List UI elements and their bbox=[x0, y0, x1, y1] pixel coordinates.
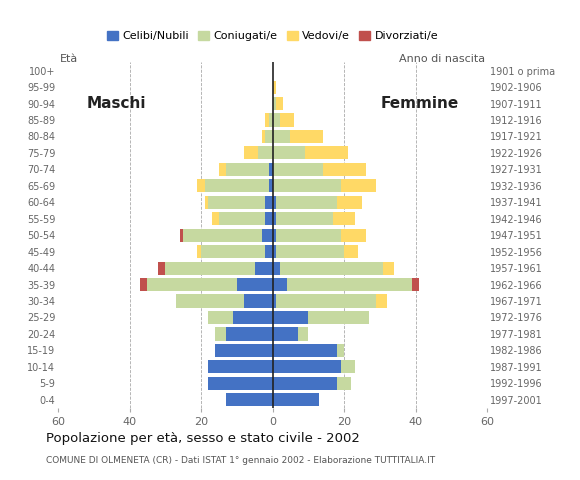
Bar bbox=[158, 262, 165, 275]
Bar bbox=[273, 311, 309, 324]
Bar bbox=[205, 179, 269, 192]
Bar bbox=[273, 327, 298, 340]
Bar bbox=[273, 393, 319, 407]
Bar bbox=[273, 278, 287, 291]
Bar bbox=[180, 228, 183, 242]
Bar bbox=[176, 294, 244, 308]
Bar bbox=[244, 294, 273, 308]
Bar bbox=[376, 294, 387, 308]
Text: Maschi: Maschi bbox=[86, 96, 146, 111]
Bar bbox=[266, 113, 269, 127]
Bar bbox=[269, 113, 273, 127]
Bar bbox=[233, 311, 273, 324]
Text: Età: Età bbox=[60, 54, 78, 64]
Bar bbox=[273, 360, 340, 373]
Bar bbox=[280, 113, 294, 127]
Bar bbox=[273, 294, 276, 308]
Bar bbox=[219, 212, 266, 225]
Bar bbox=[273, 163, 322, 176]
Bar bbox=[344, 245, 358, 258]
Bar bbox=[237, 278, 273, 291]
Bar bbox=[273, 377, 337, 390]
Bar bbox=[273, 228, 276, 242]
Bar bbox=[273, 81, 276, 94]
Bar bbox=[165, 262, 255, 275]
Bar bbox=[198, 245, 201, 258]
Bar bbox=[412, 278, 419, 291]
Text: Popolazione per età, sesso e stato civile - 2002: Popolazione per età, sesso e stato civil… bbox=[46, 432, 360, 445]
Bar bbox=[140, 278, 147, 291]
Bar bbox=[383, 262, 394, 275]
Bar bbox=[255, 262, 273, 275]
Bar bbox=[287, 278, 412, 291]
Bar bbox=[334, 212, 355, 225]
Bar bbox=[337, 196, 362, 209]
Bar bbox=[276, 97, 283, 110]
Bar bbox=[244, 146, 258, 159]
Bar bbox=[276, 228, 340, 242]
Bar bbox=[266, 245, 273, 258]
Bar bbox=[266, 212, 273, 225]
Bar bbox=[266, 130, 273, 143]
Text: COMUNE DI OLMENETA (CR) - Dati ISTAT 1° gennaio 2002 - Elaborazione TUTTITALIA.I: COMUNE DI OLMENETA (CR) - Dati ISTAT 1° … bbox=[46, 456, 436, 465]
Bar bbox=[212, 212, 219, 225]
Bar bbox=[340, 228, 365, 242]
Bar bbox=[258, 146, 273, 159]
Bar bbox=[273, 344, 337, 357]
Bar bbox=[198, 179, 205, 192]
Bar bbox=[219, 163, 226, 176]
Bar bbox=[215, 327, 226, 340]
Bar bbox=[269, 179, 273, 192]
Bar bbox=[147, 278, 237, 291]
Bar bbox=[276, 196, 337, 209]
Bar bbox=[337, 377, 351, 390]
Bar bbox=[208, 196, 266, 209]
Bar bbox=[273, 179, 340, 192]
Bar bbox=[280, 262, 383, 275]
Bar bbox=[273, 245, 276, 258]
Bar bbox=[262, 130, 266, 143]
Bar bbox=[208, 377, 273, 390]
Bar bbox=[208, 360, 273, 373]
Bar bbox=[201, 245, 266, 258]
Bar bbox=[205, 196, 208, 209]
Text: Anno di nascita: Anno di nascita bbox=[399, 54, 485, 64]
Bar bbox=[276, 245, 344, 258]
Bar bbox=[266, 196, 273, 209]
Text: Femmine: Femmine bbox=[380, 96, 459, 111]
Bar bbox=[291, 130, 322, 143]
Bar bbox=[215, 344, 273, 357]
Bar bbox=[276, 294, 376, 308]
Bar bbox=[226, 163, 269, 176]
Bar bbox=[183, 228, 262, 242]
Bar bbox=[340, 179, 376, 192]
Bar bbox=[273, 130, 291, 143]
Bar bbox=[226, 327, 273, 340]
Bar bbox=[273, 196, 276, 209]
Legend: Celibi/Nubili, Coniugati/e, Vedovi/e, Divorziati/e: Celibi/Nubili, Coniugati/e, Vedovi/e, Di… bbox=[103, 26, 443, 46]
Bar bbox=[208, 311, 233, 324]
Bar bbox=[309, 311, 369, 324]
Bar bbox=[322, 163, 365, 176]
Bar bbox=[276, 212, 334, 225]
Bar bbox=[337, 344, 344, 357]
Bar bbox=[273, 212, 276, 225]
Bar bbox=[226, 393, 273, 407]
Bar bbox=[298, 327, 309, 340]
Bar bbox=[273, 97, 276, 110]
Bar bbox=[340, 360, 355, 373]
Bar bbox=[273, 113, 280, 127]
Bar bbox=[305, 146, 348, 159]
Bar bbox=[273, 146, 305, 159]
Bar bbox=[269, 163, 273, 176]
Bar bbox=[273, 262, 280, 275]
Bar bbox=[262, 228, 273, 242]
